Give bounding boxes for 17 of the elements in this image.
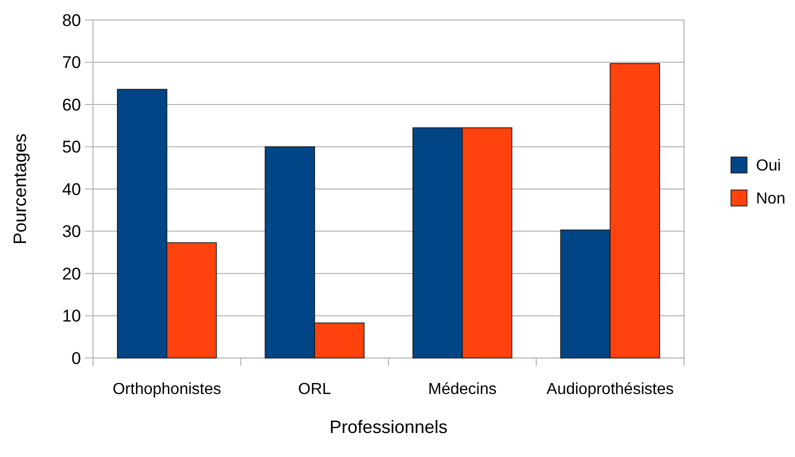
y-tick-label: 10 — [62, 306, 81, 326]
y-tick-label: 0 — [72, 348, 81, 368]
y-tick-label: 40 — [62, 180, 81, 199]
y-tick-label: 60 — [62, 95, 81, 114]
y-tick-label: 30 — [62, 222, 81, 242]
x-tick-label: Orthophonistes — [112, 381, 222, 398]
legend-label: Non — [756, 190, 786, 208]
x-tick-label: Audioprothésistes — [546, 381, 674, 398]
y-tick-label: 20 — [62, 264, 81, 284]
x-tick-label: Médecins — [428, 381, 497, 398]
legend-label: Oui — [756, 158, 781, 175]
y-tick-label: 50 — [62, 138, 81, 157]
x-axis-title: Professionnels — [329, 417, 448, 437]
y-tick-label: 80 — [62, 10, 81, 30]
x-tick-label: ORL — [298, 381, 332, 398]
y-tick-label: 70 — [62, 53, 81, 72]
y-axis-title: Pourcentages — [10, 133, 30, 245]
